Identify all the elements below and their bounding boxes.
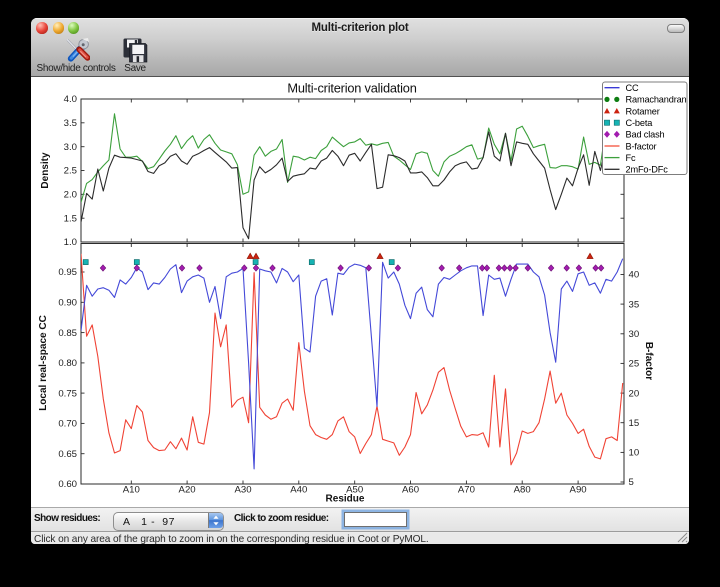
svg-text:40: 40 xyxy=(629,270,640,281)
svg-text:3.5: 3.5 xyxy=(64,118,77,129)
svg-text:A90: A90 xyxy=(570,485,587,496)
svg-text:0.65: 0.65 xyxy=(58,449,77,460)
svg-text:15: 15 xyxy=(629,418,640,429)
svg-text:Bad clash: Bad clash xyxy=(626,130,665,140)
svg-text:Rotamer: Rotamer xyxy=(626,106,660,116)
svg-text:A10: A10 xyxy=(123,485,140,496)
svg-text:CC: CC xyxy=(626,83,639,93)
svg-text:35: 35 xyxy=(629,299,640,310)
svg-text:1.5: 1.5 xyxy=(64,213,77,224)
svg-text:4.0: 4.0 xyxy=(64,94,77,105)
svg-text:3.0: 3.0 xyxy=(64,142,77,153)
svg-text:A20: A20 xyxy=(179,485,196,496)
svg-text:0.80: 0.80 xyxy=(58,358,77,369)
svg-text:B-factor: B-factor xyxy=(643,342,654,380)
svg-text:Density: Density xyxy=(40,152,51,189)
svg-text:C-beta: C-beta xyxy=(626,118,654,128)
svg-text:5: 5 xyxy=(629,477,634,488)
svg-text:2.5: 2.5 xyxy=(64,166,77,177)
svg-text:0.90: 0.90 xyxy=(58,298,77,309)
svg-text:2mFo-DFc: 2mFo-DFc xyxy=(626,165,669,175)
svg-text:0.60: 0.60 xyxy=(58,479,77,490)
svg-text:Residue: Residue xyxy=(326,494,365,505)
svg-text:2.0: 2.0 xyxy=(64,190,77,201)
svg-text:Fc: Fc xyxy=(626,153,636,163)
svg-text:A30: A30 xyxy=(234,485,251,496)
svg-text:Multi-criterion validation: Multi-criterion validation xyxy=(287,81,416,96)
svg-text:A40: A40 xyxy=(290,485,307,496)
svg-text:30: 30 xyxy=(629,329,640,340)
svg-text:A80: A80 xyxy=(514,485,531,496)
svg-text:0.75: 0.75 xyxy=(58,388,77,399)
svg-text:A60: A60 xyxy=(402,485,419,496)
svg-text:A70: A70 xyxy=(458,485,475,496)
svg-text:0.70: 0.70 xyxy=(58,419,77,430)
svg-text:A50: A50 xyxy=(346,485,363,496)
svg-text:0.85: 0.85 xyxy=(58,328,77,339)
svg-text:Ramachandran: Ramachandran xyxy=(626,95,687,105)
svg-text:1.0: 1.0 xyxy=(64,237,77,248)
svg-text:0.95: 0.95 xyxy=(58,267,77,278)
svg-text:25: 25 xyxy=(629,359,640,370)
svg-text:B-factor: B-factor xyxy=(626,141,657,151)
svg-text:20: 20 xyxy=(629,388,640,399)
svg-text:10: 10 xyxy=(629,448,640,459)
svg-text:Local real-space CC: Local real-space CC xyxy=(38,315,49,411)
